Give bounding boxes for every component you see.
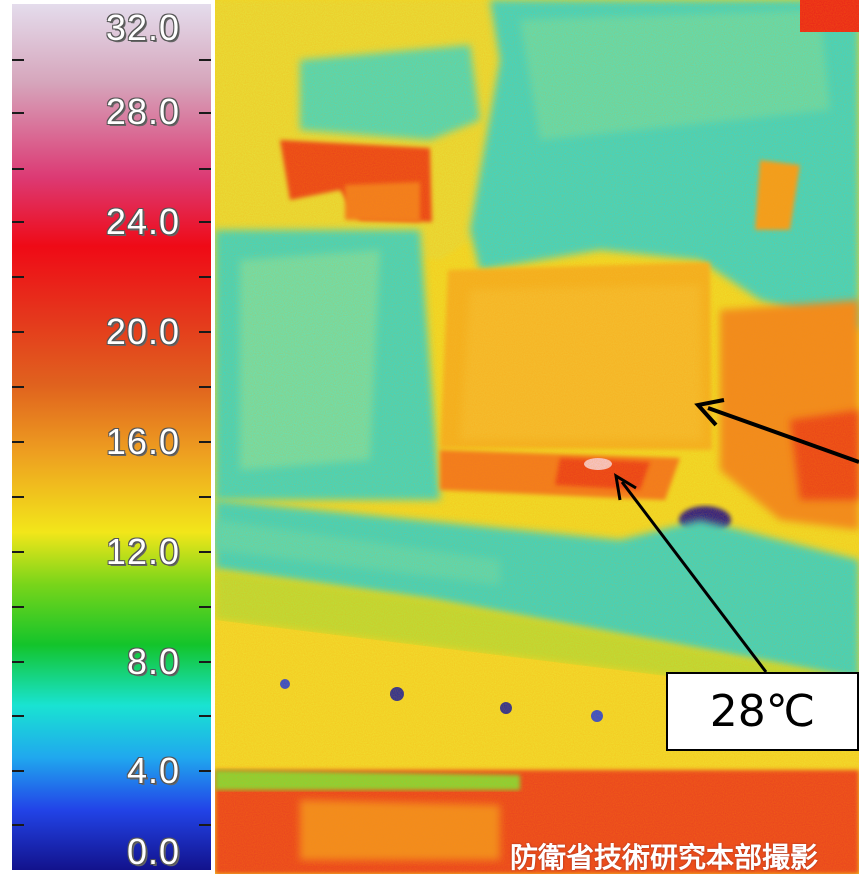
arrow-head — [613, 473, 637, 501]
tick-mark — [12, 386, 24, 388]
color-scale-bar — [12, 4, 211, 870]
tick-mark — [199, 441, 211, 443]
tick-mark — [12, 221, 24, 223]
tick-mark — [12, 661, 24, 663]
tick-mark — [12, 112, 24, 114]
tick-mark — [199, 331, 211, 333]
tick-mark — [12, 59, 24, 61]
tick-mark — [199, 168, 211, 170]
temperature-callout: 28℃ — [666, 672, 859, 751]
tick-mark — [199, 496, 211, 498]
tick-mark — [12, 715, 24, 717]
tick-mark — [199, 59, 211, 61]
legend-label-24: 24.0 — [105, 201, 180, 242]
tick-mark — [12, 496, 24, 498]
legend-label-32: 32.0 — [105, 7, 180, 48]
temperature-legend: 32.0 28.0 24.0 20.0 16.0 12.0 8.0 4.0 0.… — [0, 0, 215, 874]
arrow-line — [620, 481, 768, 673]
tick-mark — [199, 276, 211, 278]
photo-credit: 防衛省技術研究本部撮影 — [510, 842, 819, 874]
tick-mark — [12, 551, 24, 553]
tick-mark — [199, 770, 211, 772]
legend-label-20: 20.0 — [105, 311, 180, 352]
tick-mark — [12, 824, 24, 826]
tick-mark — [199, 824, 211, 826]
tick-mark — [199, 112, 211, 114]
legend-label-12: 12.0 — [105, 531, 180, 572]
tick-mark — [199, 386, 211, 388]
tick-mark — [199, 221, 211, 223]
legend-label-0: 0.0 — [126, 831, 180, 872]
callout-label: 28℃ — [709, 686, 816, 737]
tick-mark — [199, 551, 211, 553]
tick-mark — [199, 606, 211, 608]
tick-mark — [12, 441, 24, 443]
legend-label-16: 16.0 — [105, 421, 180, 462]
tick-mark — [12, 276, 24, 278]
tick-mark — [12, 168, 24, 170]
tick-mark — [199, 661, 211, 663]
tick-mark — [199, 715, 211, 717]
arrow-head — [694, 398, 725, 427]
legend-label-28: 28.0 — [105, 91, 180, 132]
tick-mark — [12, 331, 24, 333]
arrow-line — [707, 406, 859, 464]
tick-mark — [12, 606, 24, 608]
legend-label-4: 4.0 — [126, 750, 180, 791]
legend-label-8: 8.0 — [126, 641, 180, 682]
tick-mark — [12, 770, 24, 772]
